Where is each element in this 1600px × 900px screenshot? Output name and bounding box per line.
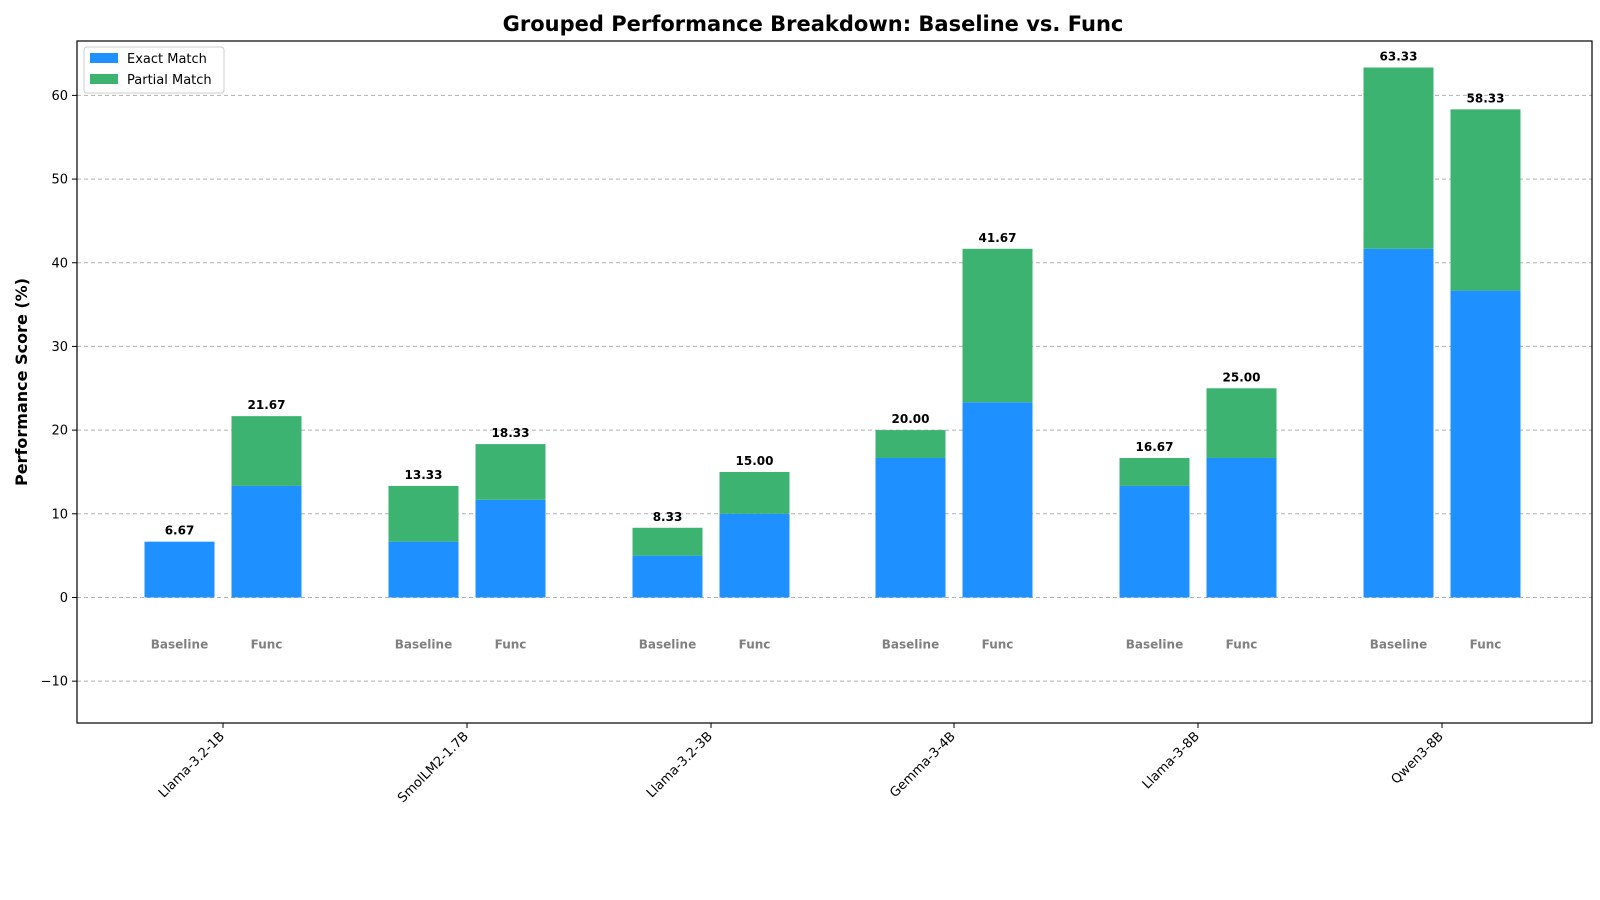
x-axis-ticks: Llama-3.2-1B SmolLM2-1.7B Llama-3.2-3B Gemm… — [156, 723, 1447, 806]
legend: Exact Match Partial Match — [83, 46, 225, 94]
y-axis-ticks: −10 0 10 20 30 40 50 60 — [41, 89, 77, 690]
y-tick-label: −10 — [41, 675, 68, 690]
y-tick-label: 0 — [60, 591, 68, 606]
grid-lines — [77, 94, 1592, 682]
bar-total-label: 58.33 — [1467, 91, 1505, 105]
variant-label-func: Func — [982, 637, 1014, 651]
y-axis-title: Performance Score (%) — [12, 278, 31, 486]
bar-partial-match-baseline — [632, 527, 703, 556]
y-tick-label: 50 — [51, 173, 68, 188]
bar-exact-match-func — [1206, 457, 1277, 598]
bar-value-labels: 6.67 21.67 13.33 18.33 8.33 15.00 20.00 41.67 16… — [165, 50, 1505, 538]
legend-swatch-partial-match — [90, 74, 118, 84]
x-tick-label: Gemma-3-4B — [887, 729, 959, 801]
x-tick-label: SmolLM2-1.7B — [395, 729, 472, 806]
y-tick-label: 10 — [51, 507, 68, 522]
variant-labels: Baseline Func Baseline Func Baseline Func Base… — [151, 637, 1502, 651]
bar-exact-match-baseline — [1119, 485, 1190, 598]
bar-exact-match-baseline — [1363, 248, 1434, 598]
bar-total-label: 41.67 — [979, 231, 1017, 245]
y-tick-label: 60 — [51, 89, 68, 104]
bar-partial-match-func — [719, 471, 790, 514]
variant-label-baseline: Baseline — [639, 637, 696, 651]
variant-label-func: Func — [251, 637, 283, 651]
bar-partial-match-func — [1206, 388, 1277, 458]
x-tick-label: Llama-3.2-1B — [156, 729, 228, 801]
bar-total-label: 13.33 — [405, 468, 443, 482]
variant-label-baseline: Baseline — [1126, 637, 1183, 651]
bar-total-label: 16.67 — [1136, 440, 1174, 454]
bars — [144, 67, 1521, 598]
bar-partial-match-baseline — [388, 485, 459, 542]
bar-total-label: 21.67 — [248, 398, 286, 412]
variant-label-func: Func — [495, 637, 527, 651]
variant-label-func: Func — [739, 637, 771, 651]
bar-partial-match-func — [1450, 109, 1521, 291]
variant-label-func: Func — [1226, 637, 1258, 651]
bar-partial-match-func — [475, 444, 546, 500]
bar-total-label: 20.00 — [892, 412, 930, 426]
bar-exact-match-func — [962, 402, 1033, 598]
legend-label-partial-match: Partial Match — [127, 73, 212, 88]
bar-total-label: 18.33 — [492, 426, 530, 440]
bar-exact-match-baseline — [388, 541, 459, 598]
bar-partial-match-baseline — [1363, 67, 1434, 249]
bar-exact-match-baseline — [875, 457, 946, 598]
y-tick-label: 40 — [51, 256, 68, 271]
legend-frame — [83, 46, 225, 94]
y-tick-label: 30 — [51, 340, 68, 355]
x-tick-label: Llama-3.2-3B — [644, 729, 716, 801]
bar-total-label: 8.33 — [653, 510, 683, 524]
bar-exact-match-func — [475, 499, 546, 598]
chart-title: Grouped Performance Breakdown: Baseline … — [503, 12, 1124, 36]
x-tick-label: Llama-3-8B — [1140, 729, 1203, 792]
plot-area-frame — [76, 40, 1593, 724]
variant-label-baseline: Baseline — [882, 637, 939, 651]
variant-label-func: Func — [1470, 637, 1502, 651]
bar-exact-match-baseline — [632, 555, 703, 598]
x-tick-label: Qwen3-8B — [1389, 729, 1447, 787]
bar-exact-match-func — [231, 485, 302, 598]
bar-partial-match-func — [231, 416, 302, 486]
bar-partial-match-baseline — [875, 430, 946, 458]
bar-total-label: 6.67 — [165, 524, 195, 538]
bar-exact-match-func — [1450, 290, 1521, 598]
bar-partial-match-baseline — [1119, 457, 1190, 486]
bar-total-label: 63.33 — [1380, 50, 1418, 64]
bar-total-label: 15.00 — [736, 454, 774, 468]
legend-swatch-exact-match — [90, 53, 118, 63]
bar-total-label: 25.00 — [1223, 370, 1261, 384]
variant-label-baseline: Baseline — [395, 637, 452, 651]
y-tick-label: 20 — [51, 424, 68, 439]
bar-exact-match-baseline — [144, 541, 215, 598]
legend-label-exact-match: Exact Match — [127, 52, 207, 67]
bar-exact-match-func — [719, 513, 790, 598]
variant-label-baseline: Baseline — [1370, 637, 1427, 651]
bar-partial-match-func — [962, 248, 1033, 403]
variant-label-baseline: Baseline — [151, 637, 208, 651]
